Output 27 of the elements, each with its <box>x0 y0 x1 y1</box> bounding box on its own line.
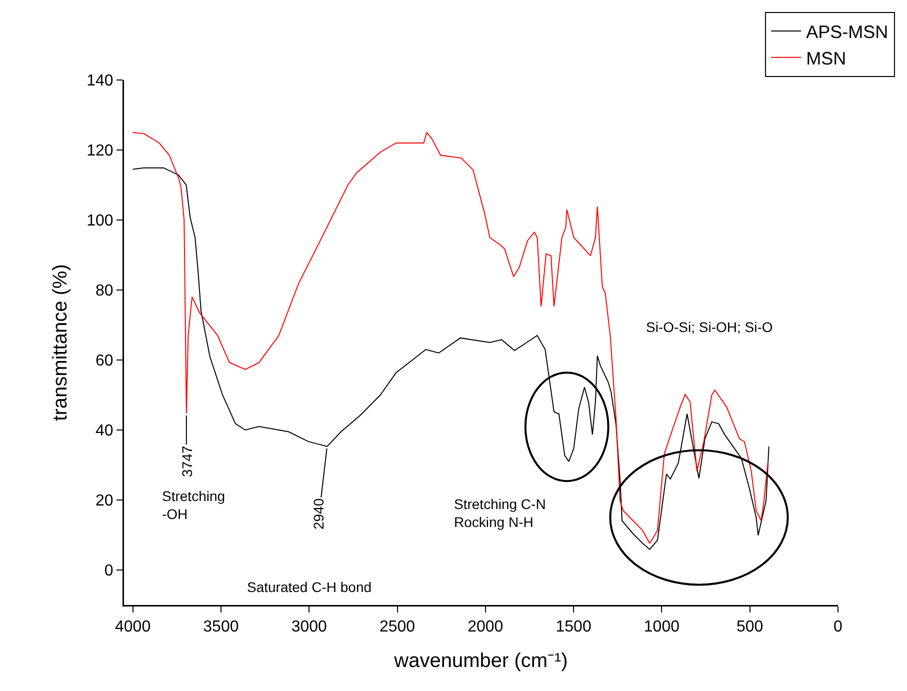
y-tick-label: 20 <box>96 492 114 510</box>
y-tick-label: 100 <box>86 212 114 230</box>
y-tick-label: 120 <box>86 142 114 160</box>
legend-label: APS-MSN <box>806 22 888 42</box>
x-tick-label: 1500 <box>556 618 592 636</box>
x-tick-label: 2000 <box>468 618 504 636</box>
x-tick-label: 3500 <box>203 618 239 636</box>
x-tick-label: 4000 <box>115 618 151 636</box>
y-axis-title: transmittance (%) <box>49 264 72 421</box>
annotation: Stretching C-N Rocking N-H <box>454 496 546 530</box>
y-tick-label: 40 <box>96 422 114 440</box>
x-axis-title: wavenumber (cm⁻¹) <box>393 650 568 672</box>
x-tick-label: 2500 <box>379 618 416 636</box>
annotation: Stretching -OH <box>162 488 226 522</box>
annotation: Saturated C-H bond <box>247 579 372 595</box>
y-tick-label: 0 <box>104 562 114 580</box>
annotation: 2940 <box>310 498 327 530</box>
annotation: Si-O-Si; Si-OH; Si-O <box>646 319 773 335</box>
y-tick-label: 60 <box>96 352 114 370</box>
annotation: 3747 <box>178 446 195 477</box>
legend-label: MSN <box>806 48 846 68</box>
x-tick-label: 500 <box>736 618 764 636</box>
x-tick-label: 3000 <box>291 618 328 636</box>
y-tick-label: 80 <box>96 282 114 300</box>
x-tick-label: 1000 <box>644 618 680 636</box>
y-tick-label: 140 <box>86 72 114 90</box>
x-tick-label: 0 <box>834 618 843 636</box>
